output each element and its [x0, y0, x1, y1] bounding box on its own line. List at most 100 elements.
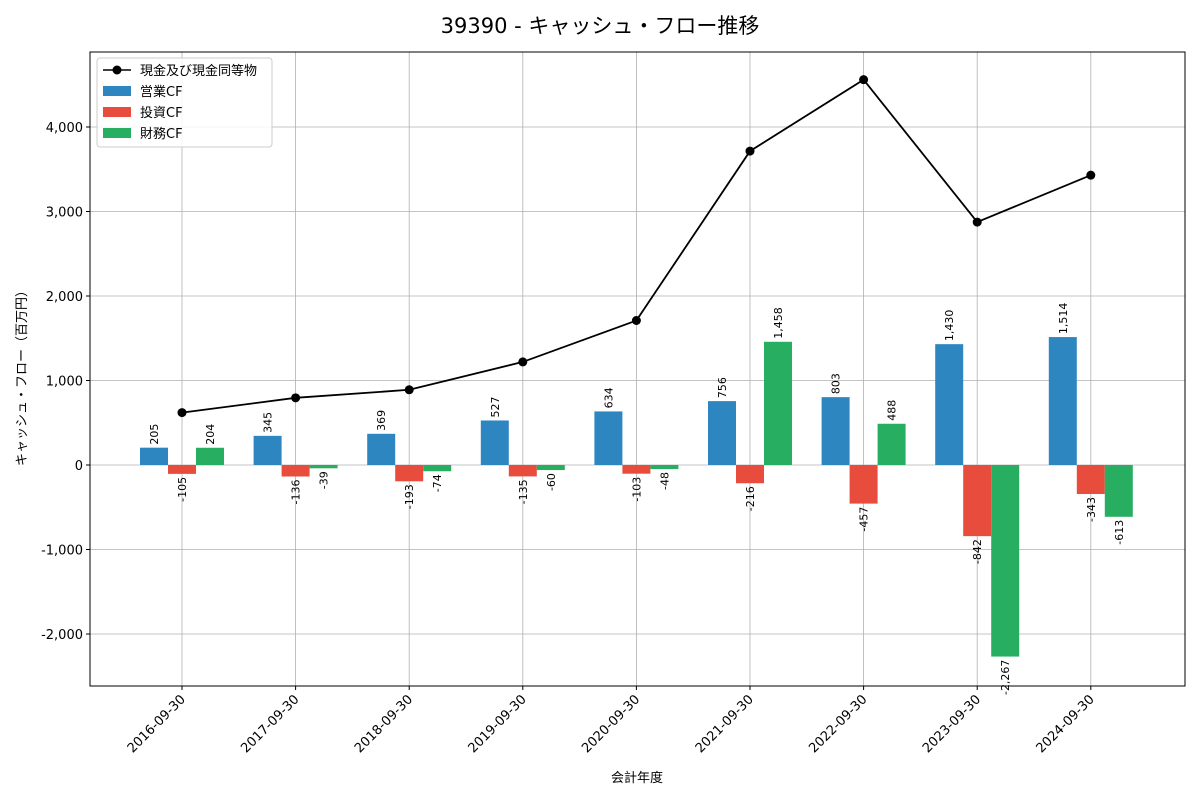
bar-value-label: -193 — [403, 484, 416, 509]
bar-value-label: -216 — [744, 486, 757, 511]
bar-value-label: 756 — [716, 377, 729, 398]
bar-value-label: 345 — [262, 412, 275, 433]
bar — [594, 411, 623, 465]
bar — [877, 423, 906, 465]
y-axis-label: キャッシュ・フロー（百万円） — [15, 284, 30, 466]
bar-value-label: -74 — [431, 474, 444, 492]
bar-value-label: -457 — [858, 507, 871, 532]
cash-point — [177, 408, 187, 418]
legend-label-financing: 財務CF — [140, 127, 183, 142]
bar-value-label: 1,458 — [772, 307, 785, 339]
bar — [281, 465, 310, 477]
bar — [622, 465, 651, 474]
y-tick-label: -1,000 — [41, 544, 83, 559]
chart-title: 39390 - キャッシュ・フロー推移 — [441, 14, 760, 38]
y-tick-label: 4,000 — [46, 121, 83, 136]
bar — [991, 465, 1020, 657]
bar-value-label: 205 — [148, 424, 161, 445]
x-tick-label: 2023-09-30 — [920, 692, 984, 756]
cash-point — [745, 146, 755, 156]
bar — [253, 435, 282, 465]
x-tick-label: 2024-09-30 — [1034, 692, 1098, 756]
cash-point — [859, 75, 869, 85]
bar-value-label: -2,267 — [999, 660, 1012, 695]
y-tick-label: 0 — [75, 459, 83, 474]
legend: 現金及び現金同等物 営業CF 投資CF 財務CF — [96, 57, 273, 148]
bar — [367, 433, 396, 465]
bar-value-label: -842 — [971, 539, 984, 564]
legend-swatch-financing — [103, 128, 131, 138]
bar — [935, 344, 964, 465]
x-tick-label: 2021-09-30 — [693, 692, 757, 756]
bar-value-label: 634 — [602, 387, 615, 408]
bar — [168, 465, 196, 474]
bar-value-label: 369 — [375, 410, 388, 431]
bar — [1076, 465, 1105, 494]
cash-line-series — [177, 75, 1096, 418]
x-tick-label: 2019-09-30 — [466, 692, 530, 756]
legend-swatch-operating — [103, 86, 131, 96]
y-tick-label: 2,000 — [46, 290, 83, 305]
bar — [849, 465, 878, 504]
legend-label-cash: 現金及び現金同等物 — [140, 63, 257, 79]
bar — [963, 465, 992, 537]
bar-value-label: -48 — [658, 472, 671, 490]
bar — [708, 401, 736, 465]
bar-value-label: -613 — [1113, 520, 1126, 545]
bar — [508, 465, 537, 477]
y-tick-label: -2,000 — [41, 628, 83, 643]
bar — [736, 465, 764, 484]
bar-value-label: 204 — [204, 424, 217, 445]
cash-point — [1086, 170, 1096, 180]
y-tick-label: 3,000 — [46, 206, 83, 221]
legend-label-investing: 投資CF — [140, 105, 183, 121]
cash-point — [972, 217, 982, 227]
bar — [764, 341, 792, 465]
x-tick-label: 2016-09-30 — [125, 692, 189, 756]
legend-swatch-investing — [103, 107, 131, 117]
bar — [140, 447, 168, 465]
bar — [423, 465, 452, 472]
bar — [1048, 337, 1077, 465]
bar-value-label: 527 — [489, 396, 502, 417]
bar — [309, 465, 338, 469]
x-axis: 2016-09-30 2017-09-30 2018-09-30 2019-09-30… — [125, 686, 1098, 756]
bar-value-label: -60 — [545, 473, 558, 491]
bar-value-label: -343 — [1085, 497, 1098, 522]
cash-point — [404, 385, 414, 395]
bar-value-label: -103 — [630, 477, 643, 502]
bar — [536, 465, 565, 471]
bar-value-label: 1,514 — [1057, 303, 1070, 335]
y-tick-label: 1,000 — [46, 375, 83, 390]
x-tick-label: 2018-09-30 — [352, 692, 416, 756]
plot-frame — [89, 51, 1186, 687]
bar-value-label: -39 — [318, 471, 331, 489]
x-tick-label: 2017-09-30 — [238, 692, 302, 756]
bar-value-label: 488 — [886, 400, 899, 421]
bar-value-label: -135 — [517, 479, 530, 504]
x-tick-label: 2020-09-30 — [579, 692, 643, 756]
bar-value-label: 803 — [830, 373, 843, 394]
bar — [650, 465, 679, 470]
legend-label-operating: 営業CF — [140, 84, 183, 100]
bar-value-label: -136 — [290, 479, 303, 504]
cash-point — [518, 357, 528, 367]
bar-value-label: -105 — [176, 477, 189, 502]
bar-data-labels: 205 345 369 527 634 756 803 1,430 1,514 -105 -136 -… — [148, 303, 1126, 695]
gridlines — [90, 52, 1185, 686]
cash-point — [291, 393, 301, 403]
bar — [821, 397, 850, 465]
y-axis: -2,000 -1,000 0 1,000 2,000 3,000 4,000 — [41, 121, 90, 643]
bar-value-label: 1,430 — [943, 310, 956, 342]
x-tick-label: 2022-09-30 — [806, 692, 870, 756]
bar — [480, 420, 509, 465]
cash-point — [631, 316, 641, 326]
legend-box — [96, 57, 273, 148]
legend-line-marker — [112, 65, 122, 75]
x-axis-label: 会計年度 — [611, 770, 663, 786]
bar — [196, 447, 224, 465]
bar — [395, 465, 424, 482]
bar-series — [140, 337, 1133, 657]
bar — [1104, 465, 1133, 517]
